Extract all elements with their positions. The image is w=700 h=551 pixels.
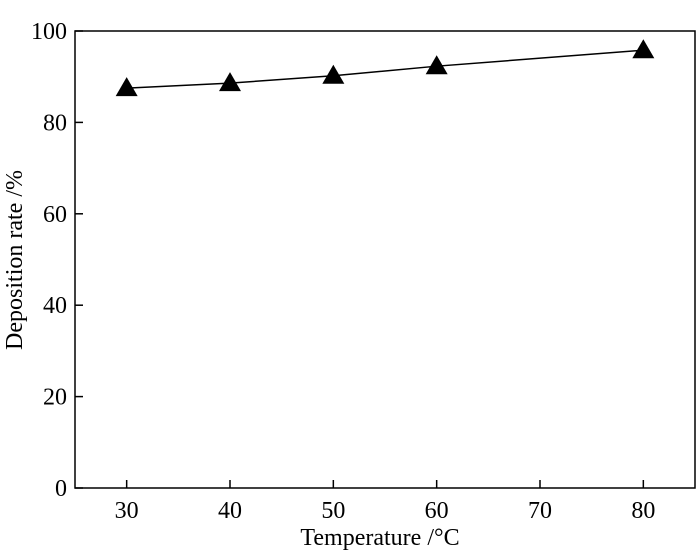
y-tick-label: 0: [55, 476, 67, 502]
y-tick-label: 40: [43, 293, 67, 319]
y-tick-label: 80: [43, 110, 67, 136]
y-tick-label: 20: [43, 385, 67, 411]
x-tick-label: 50: [321, 498, 345, 524]
x-tick-label: 70: [528, 498, 552, 524]
y-tick-label: 100: [31, 19, 67, 45]
data-line: [126, 49, 644, 89]
data-point: [115, 77, 138, 97]
x-tick-label: 80: [631, 498, 655, 524]
y-tick-label: 60: [43, 202, 67, 228]
x-tick-label: 30: [115, 498, 139, 524]
data-point: [322, 64, 345, 84]
x-tick-label: 40: [218, 498, 242, 524]
data-point: [219, 72, 241, 92]
data-point: [632, 39, 655, 59]
plot-frame: [74, 30, 696, 489]
y-axis-label: Deposition rate /%: [2, 170, 28, 350]
x-axis-label: Temperature /°C: [300, 525, 459, 551]
data-point: [425, 55, 448, 75]
x-tick-label: 60: [425, 498, 449, 524]
